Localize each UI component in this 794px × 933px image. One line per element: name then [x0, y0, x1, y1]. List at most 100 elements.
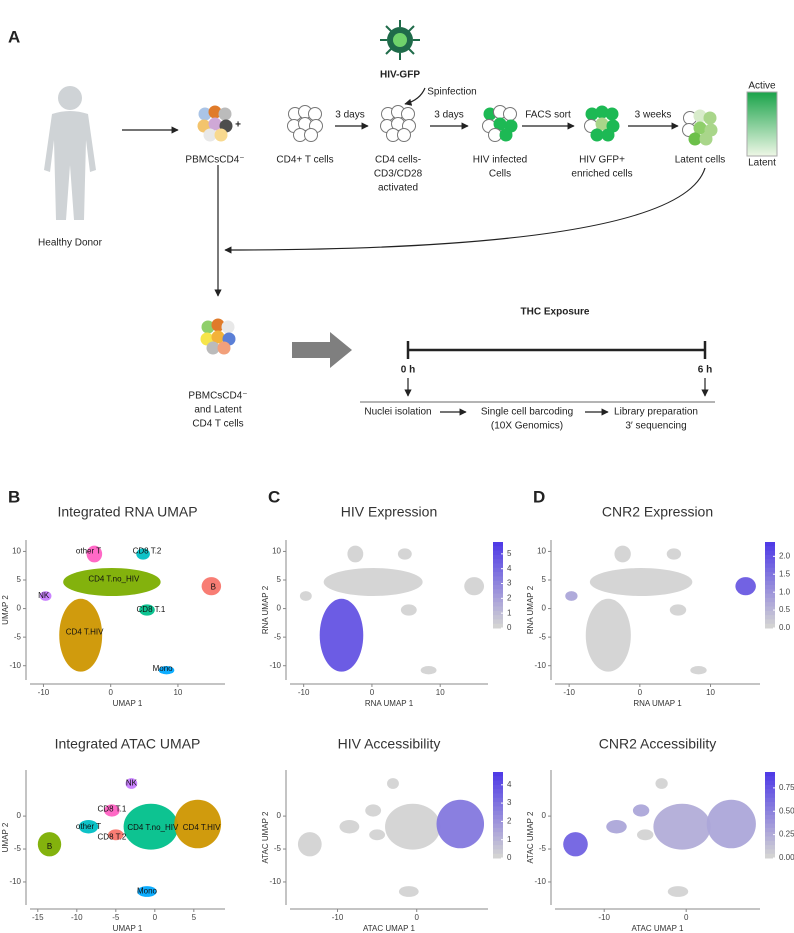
label: Single cell barcoding: [481, 407, 573, 418]
colorbar-label: 1.0: [779, 587, 791, 596]
x-axis-label: UMAP 1: [113, 699, 143, 708]
colorbar-label: 2.0: [779, 551, 791, 560]
colorbar-step: [765, 580, 775, 586]
colorbar-step: [493, 602, 503, 607]
label: CD4 cells-: [375, 155, 421, 166]
cell-cluster: [323, 568, 423, 596]
cluster-label: B: [47, 842, 52, 851]
cluster-label: CD8 T.1: [137, 605, 166, 614]
colorbar-step: [765, 776, 775, 782]
colorbar-step: [765, 780, 775, 786]
colorbar-step: [765, 793, 775, 799]
label: (10X Genomics): [491, 421, 563, 432]
cell: [499, 128, 513, 142]
cell-cluster: [299, 591, 312, 601]
cell-cluster: [39, 591, 52, 601]
colorbar-step: [765, 597, 775, 603]
colorbar-step: [493, 606, 503, 612]
y-axis-label: RNA UMAP 2: [526, 585, 535, 634]
colorbar-step: [493, 623, 503, 629]
label: CD4+ T cells: [276, 155, 333, 166]
cell: [397, 128, 411, 142]
cell: [208, 117, 222, 131]
colorbar-step: [493, 559, 503, 564]
donor-label: Healthy Donor: [38, 238, 103, 249]
cell-cluster: [319, 598, 364, 672]
cell-cluster: [690, 666, 707, 675]
cell: [693, 109, 707, 123]
plot-title: CNR2 Expression: [602, 504, 713, 520]
cell: [304, 128, 318, 142]
y-axis-label: RNA UMAP 2: [261, 585, 270, 634]
cluster-label: other T: [76, 822, 101, 831]
x-axis-label: UMAP 1: [113, 924, 143, 933]
label: +: [235, 120, 241, 131]
colorbar-step: [493, 546, 503, 552]
cell-cluster: [735, 577, 756, 596]
colorbar-label: 2: [507, 593, 512, 602]
cell-cluster: [59, 598, 103, 672]
x-tick-label: -10: [598, 913, 610, 922]
colorbar-step: [765, 840, 775, 846]
colorbar-step: [493, 542, 503, 547]
y-tick-label: 0: [17, 604, 22, 613]
cell-cluster: [667, 886, 689, 897]
cell-cluster: [347, 545, 364, 563]
cell: [206, 341, 220, 355]
cluster-label: Mono: [137, 887, 158, 896]
label: Cells: [489, 169, 511, 180]
cell-cluster: [137, 886, 157, 897]
cell-cluster: [655, 778, 668, 789]
colorbar-label: 4: [507, 564, 512, 573]
colorbar-step: [765, 572, 775, 577]
cell-cluster: [464, 577, 485, 596]
cell-cluster: [139, 604, 155, 616]
cell: [688, 132, 702, 146]
activity-gradient: [746, 91, 778, 157]
cell: [221, 320, 235, 334]
label: HIV GFP+: [579, 155, 625, 166]
label: Active: [748, 81, 776, 92]
colorbar-step: [765, 772, 775, 777]
cell-cluster: [669, 604, 687, 616]
colorbar-step: [493, 802, 503, 807]
x-tick-label: -10: [71, 913, 83, 922]
x-tick-label: 0: [153, 913, 158, 922]
colorbar-step: [765, 845, 775, 850]
plot-title: HIV Accessibility: [338, 736, 441, 752]
big-arrow: [292, 332, 352, 368]
label: THC Exposure: [521, 307, 590, 318]
colorbar-step: [765, 789, 775, 794]
cell-cluster: [174, 799, 222, 849]
cell: [585, 107, 599, 121]
colorbar-step: [493, 580, 503, 586]
label: 0 h: [401, 365, 415, 376]
cell: [211, 318, 225, 332]
cell-cluster: [653, 803, 711, 850]
colorbar-step: [765, 827, 775, 833]
x-tick-label: 5: [192, 913, 197, 922]
cell-cluster: [632, 804, 650, 817]
cell-cluster: [63, 568, 161, 596]
colorbar-label: 3: [507, 798, 512, 807]
colorbar-label: 4: [507, 780, 512, 789]
x-tick-label: 0: [108, 688, 113, 697]
label: PBMCsCD4⁻: [185, 155, 244, 166]
cluster-label: CD8 T.2: [133, 546, 162, 555]
colorbar-step: [493, 589, 503, 595]
colorbar-step: [765, 815, 775, 820]
cell-cluster: [606, 819, 627, 834]
colorbar-step: [765, 802, 775, 807]
x-tick-label: 0: [414, 913, 419, 922]
cell-cluster: [385, 803, 441, 850]
y-tick-label: 5: [542, 575, 547, 584]
x-tick-label: 0: [684, 913, 689, 922]
label: Spinfection: [427, 87, 476, 98]
label: CD4 T cells: [192, 419, 243, 430]
cell: [218, 107, 232, 121]
y-tick-label: 0: [542, 604, 547, 613]
label: Nuclei isolation: [364, 407, 431, 418]
cell: [198, 107, 212, 121]
cell-cluster: [666, 548, 682, 560]
cell-cluster: [297, 832, 322, 857]
